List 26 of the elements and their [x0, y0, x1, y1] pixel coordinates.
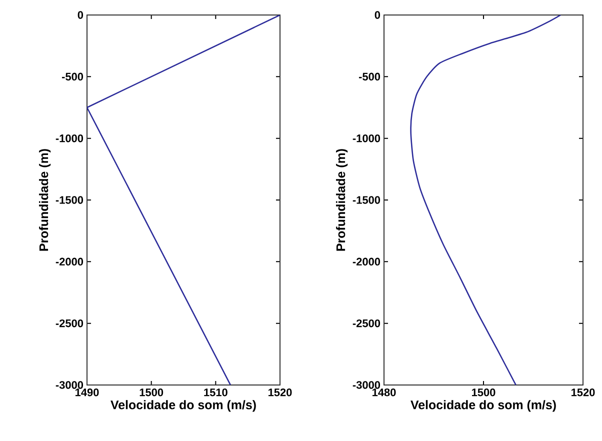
- x-tick-label: 1480: [372, 388, 396, 396]
- y-tick-label: -500: [62, 72, 84, 81]
- y-tick-label: -2000: [352, 258, 380, 266]
- y-tick-label: -2500: [56, 319, 84, 328]
- y-axis-title: Profundidade (m): [336, 149, 348, 251]
- y-tick-label: -1500: [56, 196, 84, 204]
- x-tick-label: 1520: [268, 388, 292, 396]
- x-tick-label: 1510: [204, 388, 228, 396]
- y-tick-label: -500: [358, 72, 380, 81]
- y-tick-label: -1000: [56, 134, 84, 142]
- y-tick-label: -2000: [56, 258, 84, 266]
- x-tick-label: 1500: [472, 388, 496, 396]
- y-tick-label: -3000: [56, 381, 84, 389]
- y-tick-label: 0: [78, 11, 84, 19]
- line-series: [410, 14, 562, 385]
- y-tick-label: -3000: [352, 381, 380, 389]
- y-tick-label: -1500: [352, 196, 380, 204]
- y-axis-title: Profundidade (m): [39, 149, 51, 251]
- x-axis-title: Velocidade do som (m/s): [410, 400, 556, 412]
- x-axis-title: Velocidade do som (m/s): [110, 400, 256, 412]
- y-tick-label: -2500: [352, 319, 380, 328]
- x-tick-label: 1500: [140, 388, 164, 396]
- x-tick-label: 1490: [76, 388, 99, 396]
- x-tick-label: 1520: [572, 388, 595, 396]
- y-tick-label: 0: [374, 11, 380, 19]
- y-tick-label: -1000: [352, 134, 380, 142]
